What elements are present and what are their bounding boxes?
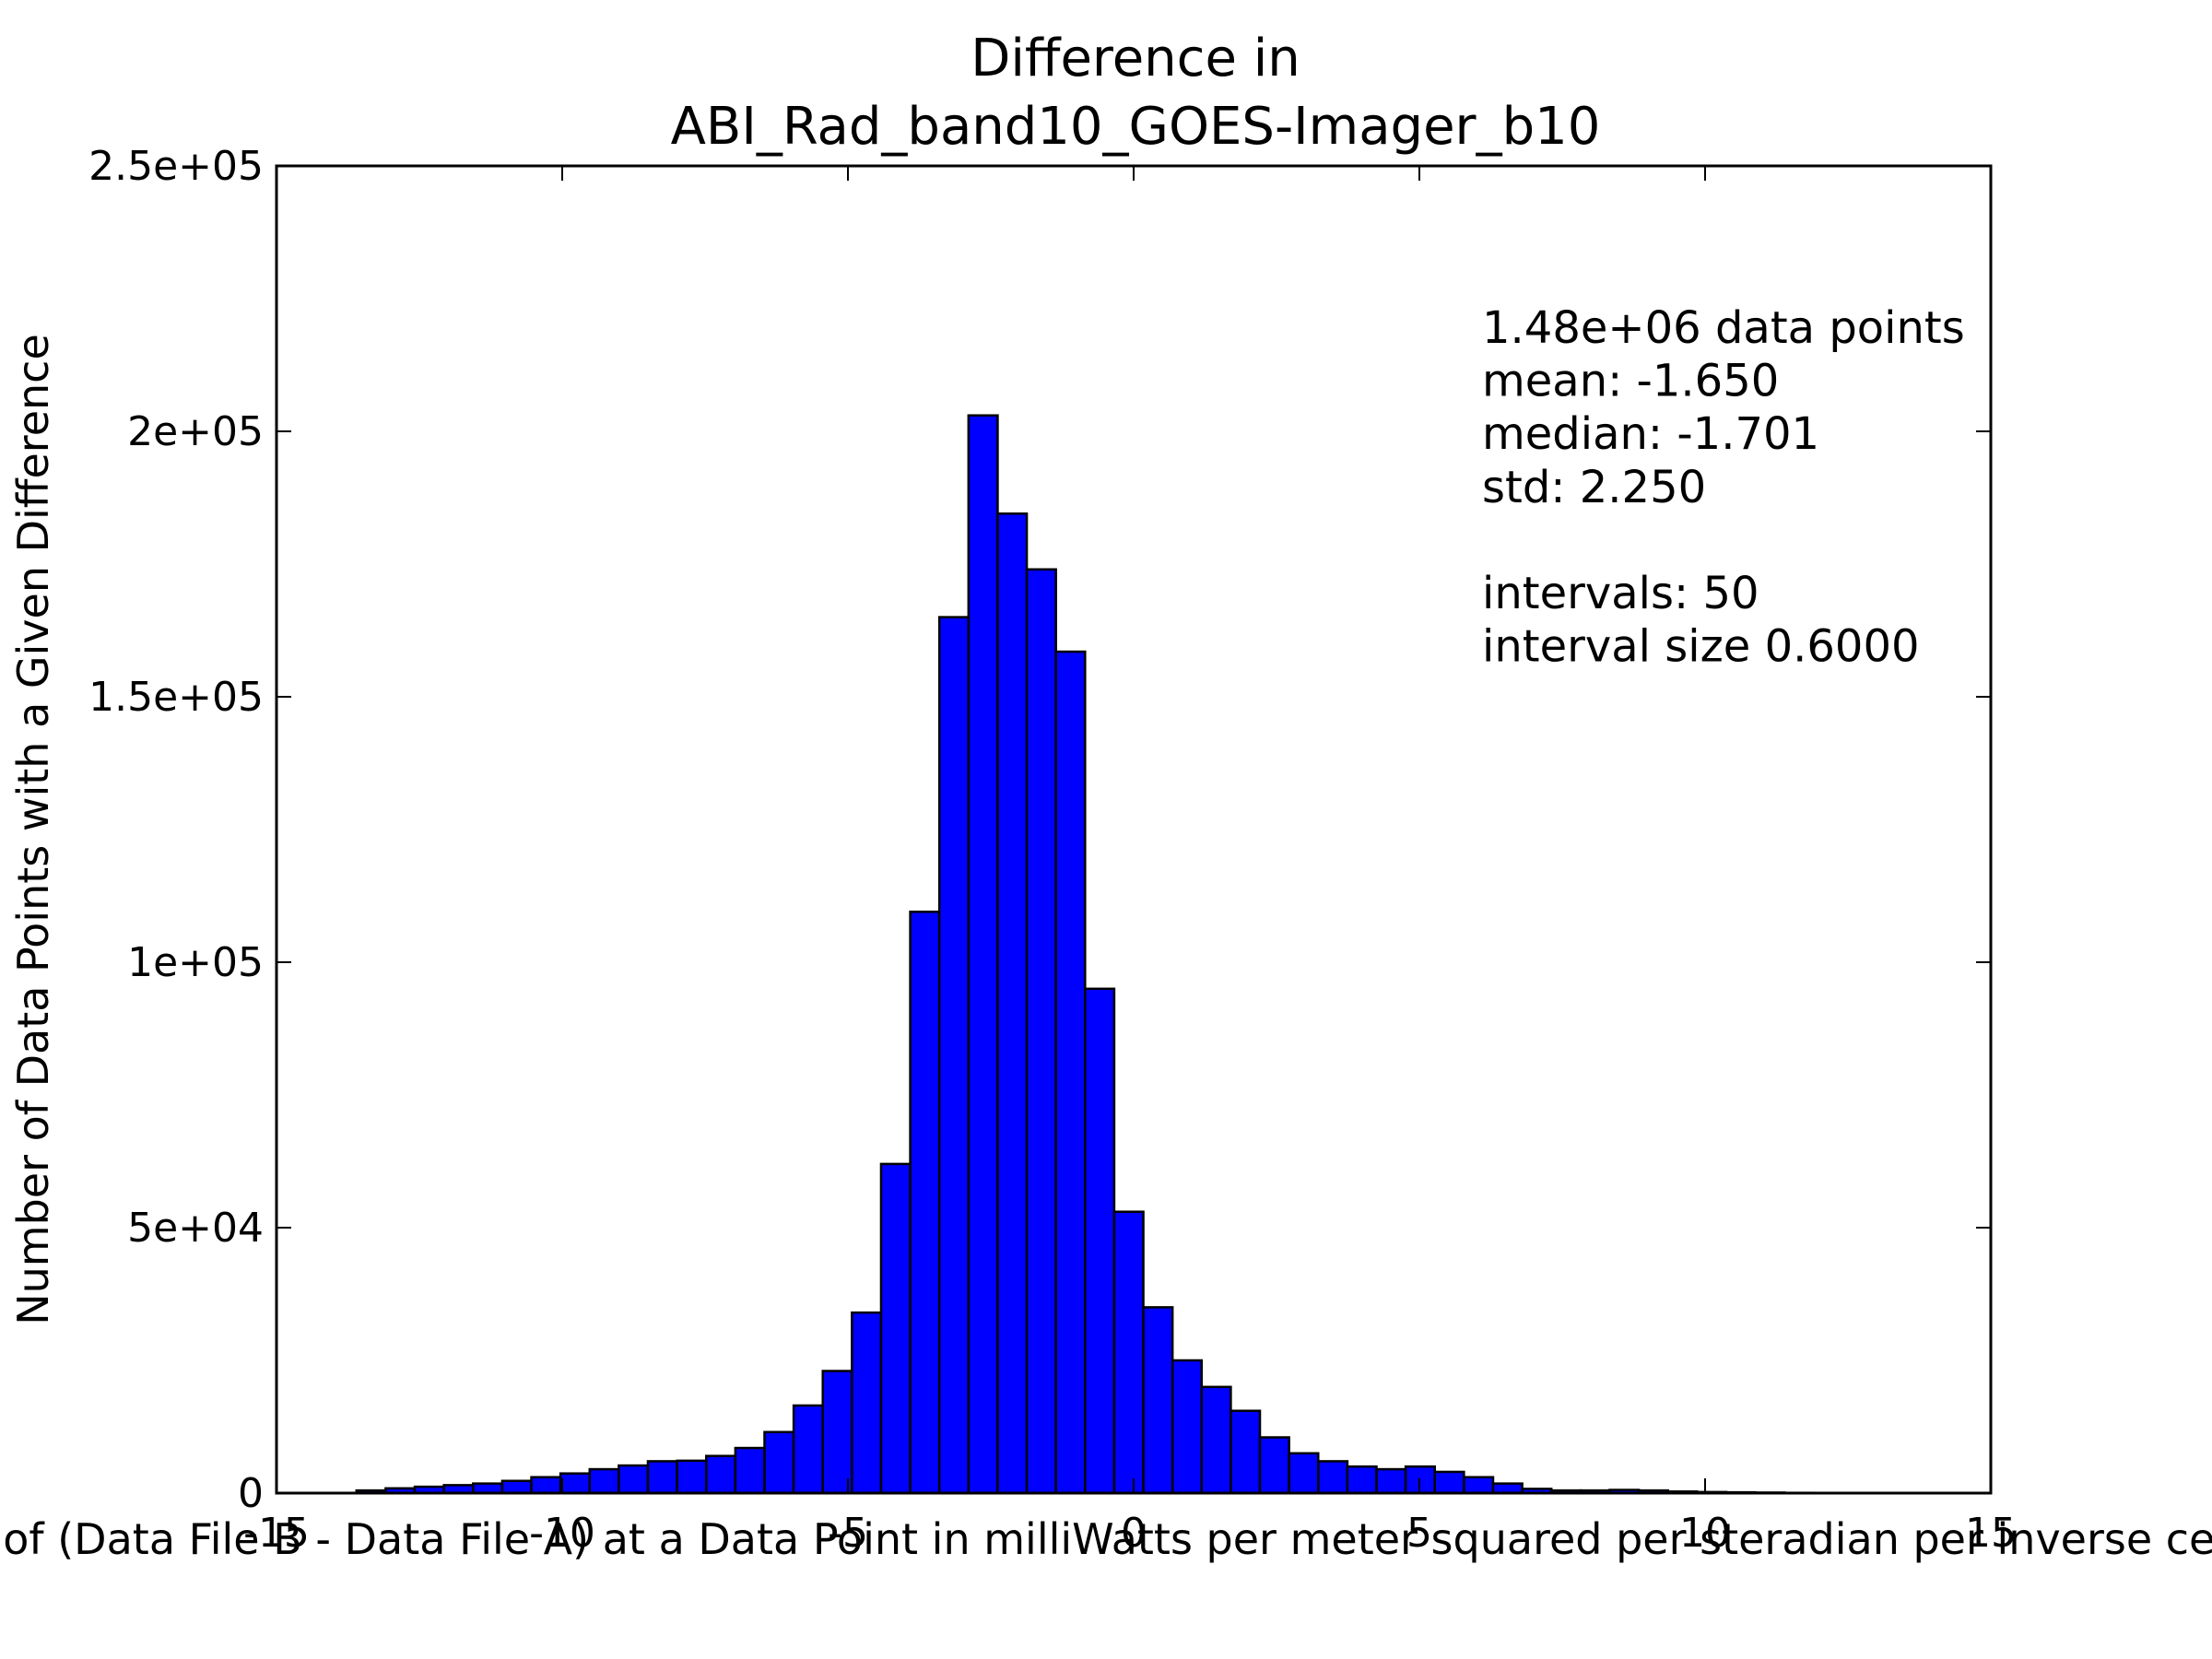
axis-tick-labels: -15 -10 -5 0 5 10 15 0 5e+04 1e+05 1.5e+05 2e+05 2.5… xyxy=(88,143,2017,1557)
histogram-bar xyxy=(618,1464,650,1495)
histogram-bar xyxy=(1463,1476,1495,1495)
y-tick-label: 2.5e+05 xyxy=(88,143,264,190)
histogram-bar xyxy=(1288,1452,1320,1495)
x-tick-label: 15 xyxy=(1965,1510,2017,1557)
histogram-bar xyxy=(1112,1210,1145,1495)
histogram-bar xyxy=(909,911,941,1495)
histogram-bar xyxy=(1317,1460,1349,1495)
y-axis-label: Number of Data Points with a Given Diffe… xyxy=(8,334,58,1325)
histogram-bar xyxy=(821,1370,853,1495)
stats-line: interval size 0.6000 xyxy=(1482,621,1920,673)
histogram-bar xyxy=(704,1454,737,1495)
x-tick-label: -15 xyxy=(243,1510,310,1557)
y-tick-label: 5e+04 xyxy=(127,1205,264,1252)
y-tick-label: 0 xyxy=(238,1470,264,1517)
axis-ticks xyxy=(276,165,1992,1494)
histogram-bar xyxy=(676,1459,708,1495)
histogram-bar xyxy=(996,512,1029,1495)
histogram-bar xyxy=(1084,987,1116,1495)
histogram-bar xyxy=(879,1162,912,1495)
histogram-bar xyxy=(472,1482,504,1495)
y-tick-label: 1e+05 xyxy=(127,939,264,986)
stats-line: 1.48e+06 data points xyxy=(1482,302,1965,354)
histogram-bar xyxy=(1230,1409,1262,1495)
histogram-bar xyxy=(530,1476,562,1495)
histogram-bar xyxy=(559,1472,592,1495)
histogram-bar xyxy=(1171,1359,1204,1495)
histogram-bar xyxy=(937,616,971,1495)
histogram-bar xyxy=(1258,1436,1290,1495)
histogram-bar xyxy=(1433,1470,1465,1495)
histogram-bar xyxy=(588,1467,620,1495)
histogram-bar xyxy=(763,1430,795,1495)
histogram-bar xyxy=(500,1479,533,1495)
histogram-bar xyxy=(1025,568,1057,1495)
stats-line: std: 2.250 xyxy=(1482,462,1706,513)
histogram-bars xyxy=(355,414,1816,1495)
histogram-bar xyxy=(1346,1465,1378,1495)
histogram-bar xyxy=(1491,1482,1524,1495)
histogram-bar xyxy=(1200,1385,1232,1495)
histogram-bar xyxy=(792,1404,824,1495)
y-tick-label: 2e+05 xyxy=(127,408,264,455)
histogram-bar xyxy=(967,414,999,1495)
x-tick-label: 10 xyxy=(1679,1510,1731,1557)
histogram-bar xyxy=(851,1311,883,1495)
chart-title-line2: ABI_Rad_band10_GOES-Imager_b10 xyxy=(671,97,1601,157)
histogram-bar xyxy=(1054,650,1087,1495)
y-tick-label: 1.5e+05 xyxy=(88,674,264,721)
histogram-bar xyxy=(646,1460,678,1495)
histogram-bar xyxy=(1142,1306,1174,1495)
histogram-bar xyxy=(734,1446,766,1495)
x-axis-label: Value of (Data File B - Data File A) at … xyxy=(0,1514,2212,1564)
stats-line: mean: -1.650 xyxy=(1482,356,1779,407)
stats-line: median: -1.701 xyxy=(1482,408,1819,460)
chart-title-line1: Difference in xyxy=(971,29,1300,88)
x-tick-label: -10 xyxy=(529,1510,595,1557)
histogram-bar xyxy=(1375,1467,1407,1495)
stats-line: intervals: 50 xyxy=(1482,568,1759,619)
x-tick-label: -5 xyxy=(828,1510,868,1557)
x-tick-label: 0 xyxy=(1121,1510,1147,1557)
x-tick-label: 5 xyxy=(1406,1510,1432,1557)
